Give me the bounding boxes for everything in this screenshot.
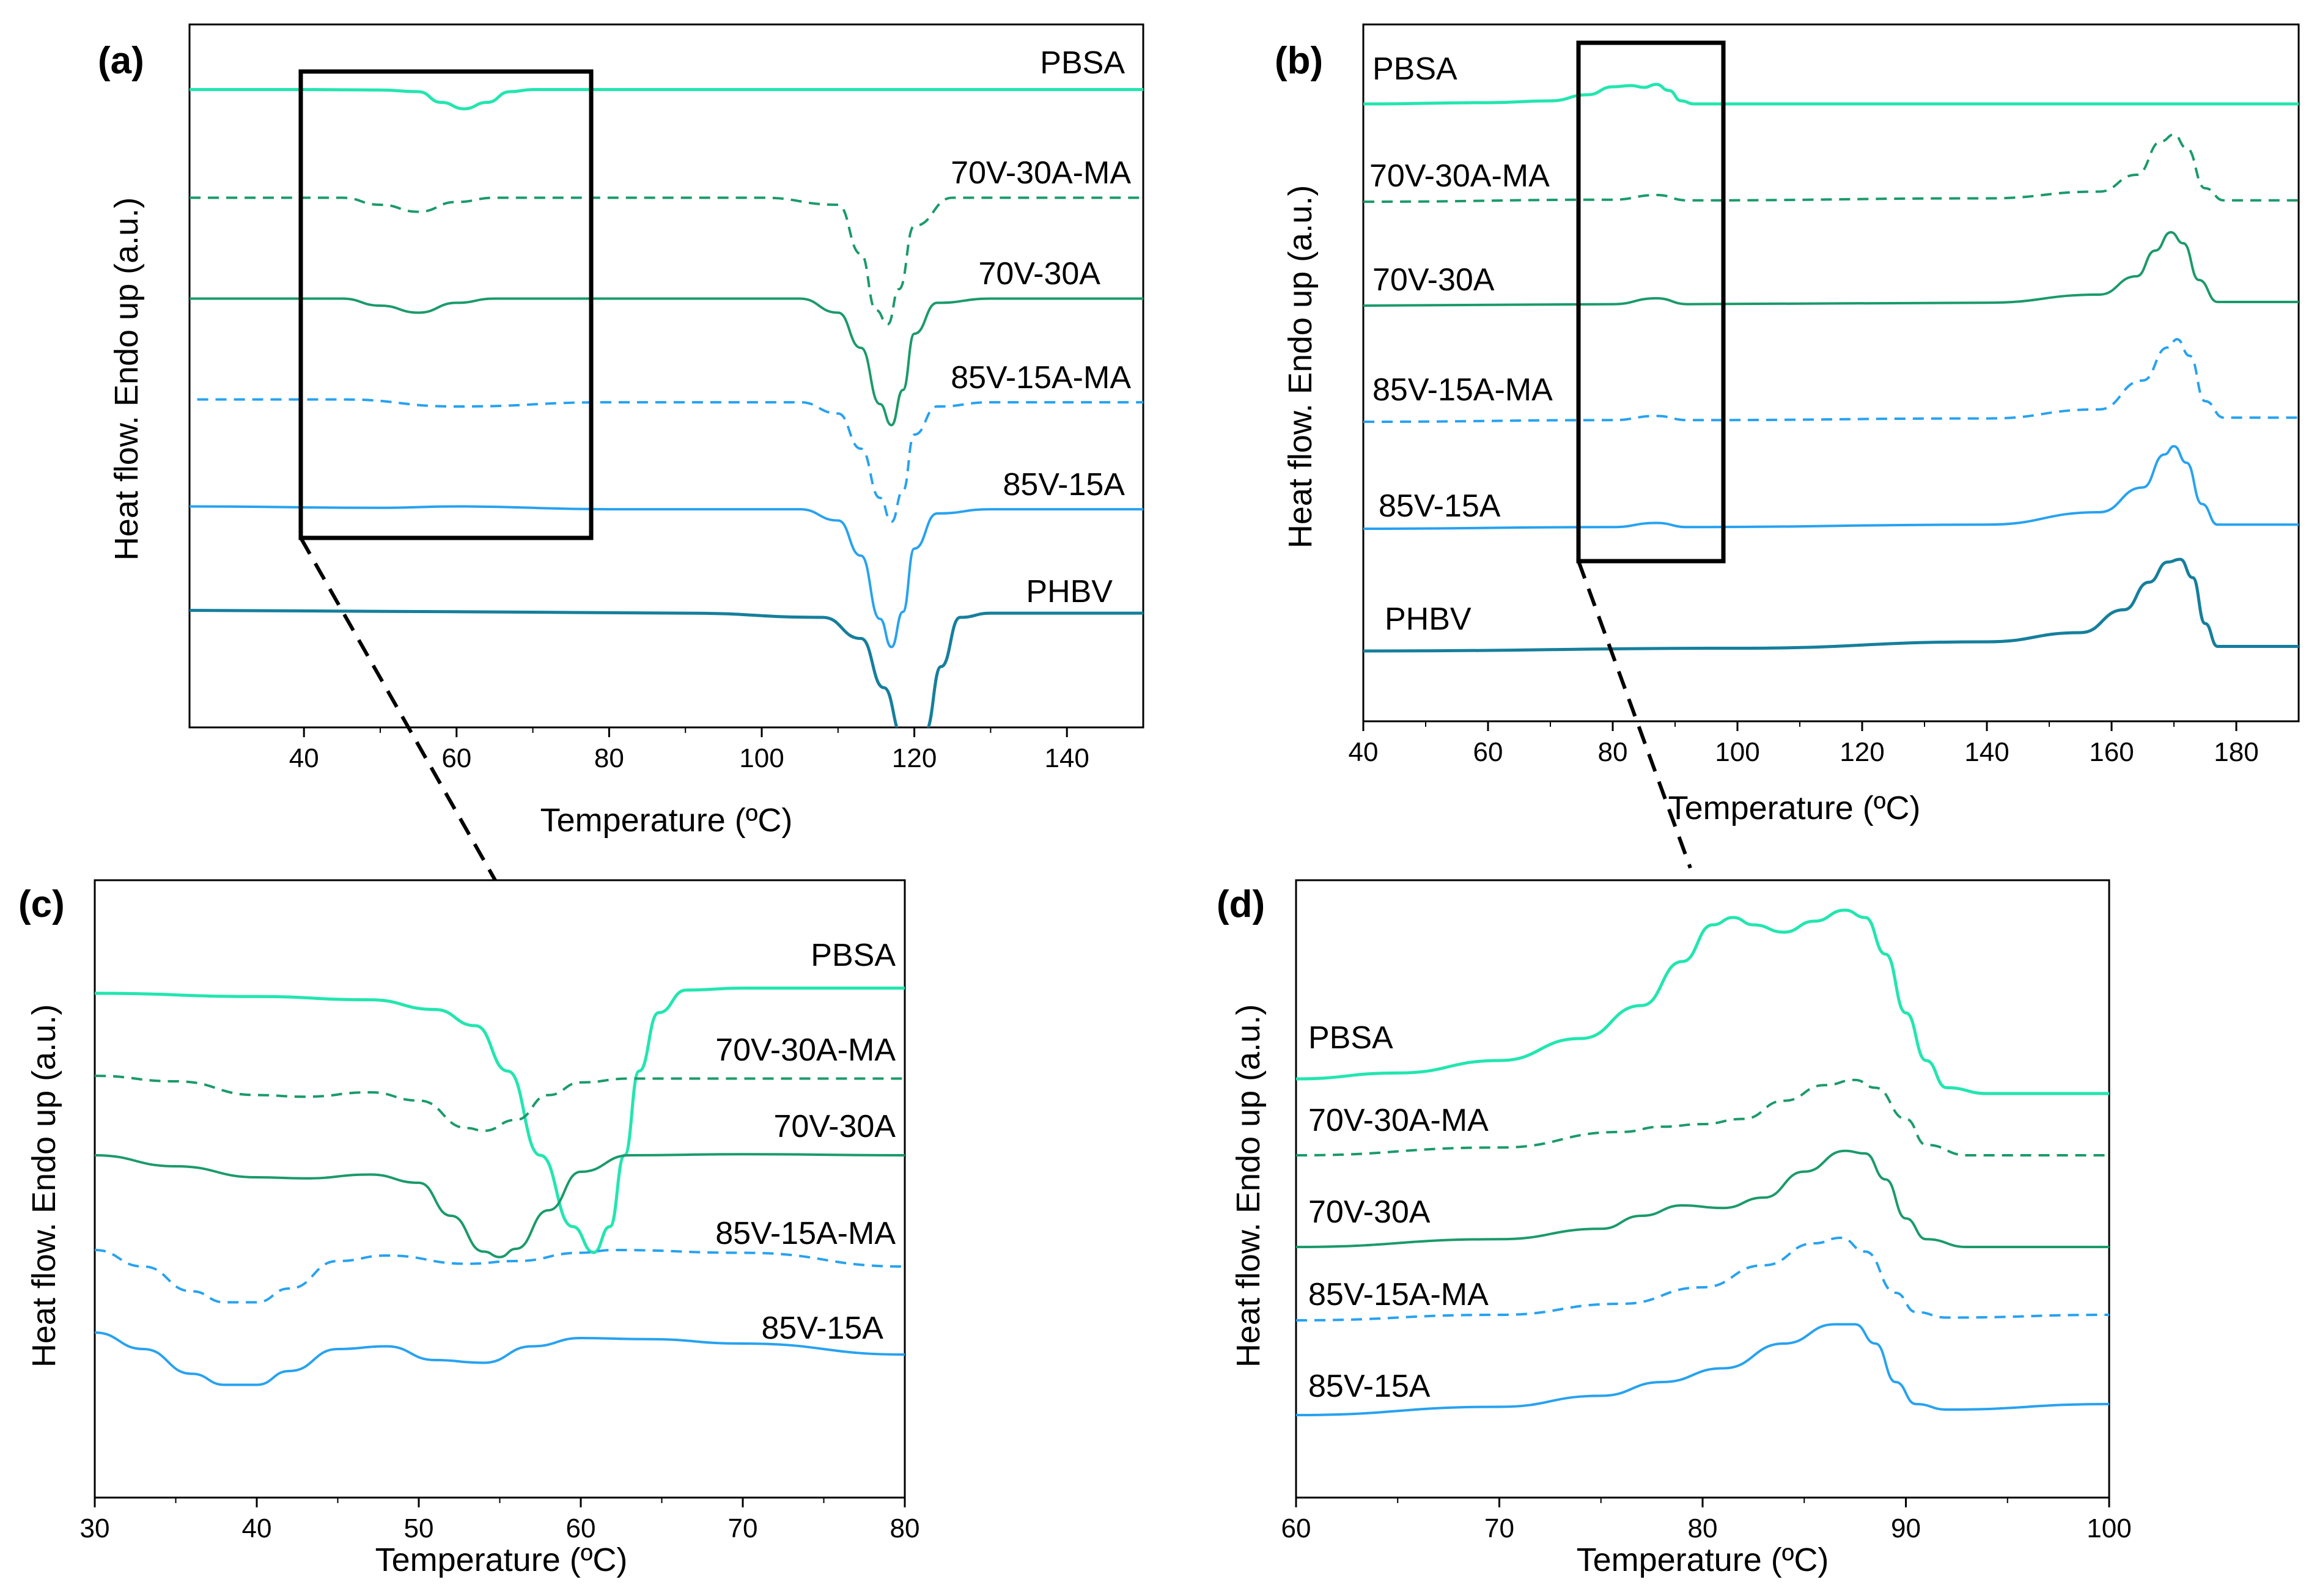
series-line-70v-30a bbox=[1296, 1149, 2109, 1248]
zoom-connector-b bbox=[1577, 560, 1692, 869]
plot-frame bbox=[1362, 23, 2300, 723]
series-line-pbsa bbox=[95, 986, 905, 1254]
series-line-85v-15a bbox=[95, 1331, 905, 1386]
series-line-70v-30a bbox=[1363, 231, 2299, 307]
x-tick-label: 100 bbox=[1715, 737, 1759, 767]
x-tick-label: 80 bbox=[1688, 1513, 1718, 1543]
series-line-70v-30a bbox=[190, 297, 1143, 427]
series-line-85v-15a bbox=[1363, 445, 2299, 530]
x-tick-label: 120 bbox=[1840, 737, 1884, 767]
x-tick-label: 70 bbox=[728, 1513, 758, 1543]
panel-b: 40 60 80 100 120 140 160 180 (b) Temperature (ºC)… bbox=[1275, 23, 2300, 826]
x-tick-label: 60 bbox=[566, 1513, 596, 1543]
series-label-70v-30a: 70V-30A bbox=[1308, 1194, 1431, 1230]
series-line-85v-15a-ma bbox=[1296, 1237, 2109, 1322]
series-label-85v-15a: 85V-15A bbox=[1379, 488, 1501, 524]
series-label-85v-15a: 85V-15A bbox=[762, 1311, 884, 1346]
x-tick-label: 80 bbox=[594, 743, 624, 773]
series-label-phbv: PHBV bbox=[1026, 574, 1113, 609]
zoom-box-b bbox=[1576, 40, 1726, 564]
series-label-85v-15a: 85V-15A bbox=[1003, 467, 1125, 502]
panel-label: (d) bbox=[1217, 883, 1265, 925]
x-tick-label: 60 bbox=[441, 743, 471, 773]
panel-a: 40 60 80 100 120 140 (a) Temperature (ºC) Heat f… bbox=[98, 23, 1144, 839]
series-label-70v-30a-ma: 70V-30A-MA bbox=[1308, 1103, 1489, 1138]
series-line-85v-15a-ma bbox=[197, 398, 1143, 523]
series-line-70v-30a bbox=[95, 1153, 905, 1259]
series-label-70v-30a: 70V-30A bbox=[774, 1109, 896, 1144]
series-line-pbsa bbox=[1296, 908, 2109, 1095]
panel-d: 60 70 80 90 100 (d) Temperature (ºC) Heat flow.… bbox=[1217, 879, 2132, 1578]
x-tick-label: 50 bbox=[404, 1513, 434, 1543]
series-line-85v-15a-ma bbox=[95, 1249, 905, 1304]
x-tick-label: 40 bbox=[242, 1513, 272, 1543]
series-label-85v-15a-ma: 85V-15A-MA bbox=[715, 1216, 896, 1251]
series-line-pbsa bbox=[190, 87, 1143, 111]
series-label-85v-15a: 85V-15A bbox=[1308, 1369, 1431, 1404]
x-tick-label: 60 bbox=[1473, 737, 1503, 767]
x-tick-label: 100 bbox=[739, 743, 784, 773]
x-axis-title: Temperature (ºC) bbox=[540, 802, 793, 839]
series-label-85v-15a-ma: 85V-15A-MA bbox=[1308, 1277, 1489, 1312]
series-line-70v-30a-ma bbox=[1296, 1078, 2109, 1157]
x-tick-label: 140 bbox=[1964, 737, 2009, 767]
zoom-indicators bbox=[298, 40, 1726, 881]
x-axis-title: Temperature (ºC) bbox=[375, 1542, 628, 1578]
series-label-70v-30a-ma: 70V-30A-MA bbox=[715, 1032, 896, 1068]
plot-frame bbox=[1295, 879, 2110, 1499]
series-label-70v-30a: 70V-30A bbox=[979, 256, 1101, 292]
series-line-85v-15a-ma bbox=[1363, 338, 2299, 423]
x-tick-label: 160 bbox=[2089, 737, 2134, 767]
series-line-85v-15a bbox=[190, 505, 1143, 649]
series-line-70v-30a-ma bbox=[95, 1075, 905, 1132]
zoom-connector-a bbox=[299, 537, 497, 881]
x-tick-label: 100 bbox=[2087, 1513, 2131, 1543]
x-axis-title: Temperature (ºC) bbox=[1668, 790, 1921, 826]
y-axis-title: Heat flow. Endo up (a.u.) bbox=[108, 197, 145, 561]
x-tick-label: 40 bbox=[289, 743, 319, 773]
series-line-phbv bbox=[1363, 557, 2299, 653]
series-line-pbsa bbox=[1363, 83, 2299, 106]
series-label-85v-15a-ma: 85V-15A-MA bbox=[1372, 372, 1553, 408]
x-tick-label: 30 bbox=[80, 1513, 110, 1543]
series-line-85v-15a bbox=[1296, 1323, 2109, 1416]
series-label-phbv: PHBV bbox=[1385, 601, 1472, 637]
series-line-70v-30a-ma bbox=[1363, 133, 2299, 203]
series-label-70v-30a: 70V-30A bbox=[1372, 262, 1495, 298]
plot-frame bbox=[188, 23, 1144, 729]
x-tick-label: 40 bbox=[1349, 737, 1379, 767]
x-tick-label: 180 bbox=[2214, 737, 2258, 767]
y-axis-title: Heat flow. Endo up (a.u.) bbox=[1282, 185, 1319, 548]
y-axis-title: Heat flow. Endo up (a.u.) bbox=[1230, 1004, 1267, 1367]
series-label-pbsa: PBSA bbox=[1308, 1020, 1393, 1056]
x-tick-label: 140 bbox=[1044, 743, 1089, 773]
series-label-70v-30a-ma: 70V-30A-MA bbox=[1369, 158, 1550, 194]
series-label-85v-15a-ma: 85V-15A-MA bbox=[951, 360, 1131, 395]
panel-c: 30 40 50 60 70 80 (c) Temperature (ºC) Heat flow… bbox=[18, 879, 920, 1578]
x-tick-label: 120 bbox=[892, 743, 937, 773]
series-label-pbsa: PBSA bbox=[1040, 45, 1125, 81]
panel-label: (c) bbox=[18, 883, 65, 925]
series-line-70v-30a-ma bbox=[190, 196, 1143, 326]
series-label-pbsa: PBSA bbox=[811, 938, 896, 973]
plot-frame bbox=[94, 879, 906, 1499]
x-tick-label: 70 bbox=[1484, 1513, 1514, 1543]
series-line-phbv bbox=[190, 609, 1143, 727]
x-axis-title: Temperature (ºC) bbox=[1577, 1542, 1829, 1578]
panel-label: (b) bbox=[1275, 40, 1323, 82]
y-axis-title: Heat flow. Endo up (a.u.) bbox=[26, 1004, 62, 1367]
series-label-pbsa: PBSA bbox=[1372, 51, 1457, 87]
x-tick-label: 80 bbox=[890, 1513, 920, 1543]
panel-label: (a) bbox=[98, 40, 144, 82]
x-tick-label: 90 bbox=[1891, 1513, 1921, 1543]
x-tick-label: 80 bbox=[1598, 737, 1628, 767]
zoom-box-a bbox=[298, 69, 594, 540]
x-tick-label: 60 bbox=[1281, 1513, 1311, 1543]
series-label-70v-30a-ma: 70V-30A-MA bbox=[951, 155, 1131, 191]
